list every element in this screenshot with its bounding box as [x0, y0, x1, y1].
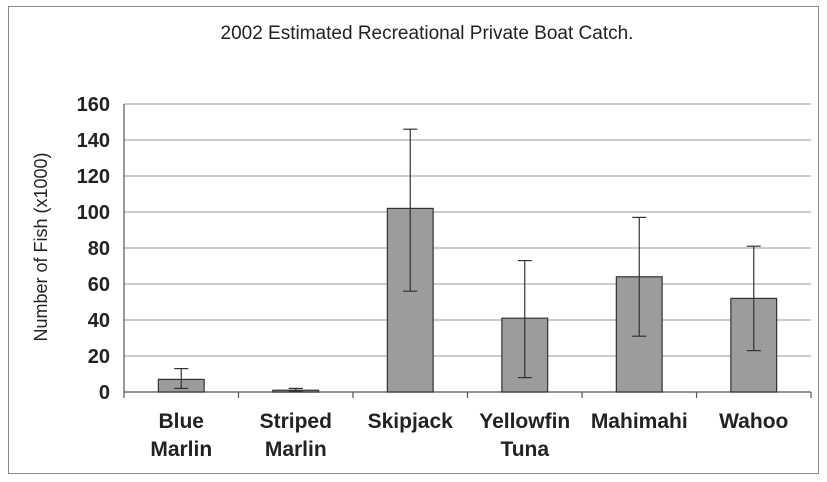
- y-tick-label: 160: [77, 94, 110, 116]
- x-tick-label: Marlin: [150, 438, 212, 461]
- y-tick-label: 120: [77, 166, 110, 188]
- y-axis-label: Number of Fish (x1000): [31, 152, 51, 341]
- x-tick-label: Blue: [158, 410, 204, 433]
- x-tick-label: Mahimahi: [591, 410, 688, 433]
- chart-title: 2002 Estimated Recreational Private Boat…: [221, 23, 634, 44]
- y-tick-label: 0: [99, 382, 110, 404]
- x-tick-label: Marlin: [265, 438, 327, 461]
- error-bar: [632, 216, 647, 337]
- error-bar: [288, 387, 303, 392]
- x-tick-label: Wahoo: [719, 410, 788, 433]
- y-tick-label: 40: [88, 310, 110, 332]
- y-tick-label: 60: [88, 274, 110, 296]
- error-bar: [174, 368, 189, 389]
- chart-canvas: 2002 Estimated Recreational Private Boat…: [31, 23, 812, 461]
- y-tick-label: 20: [88, 346, 110, 368]
- x-tick-label: Tuna: [500, 438, 549, 461]
- x-tick-label: Skipjack: [368, 410, 454, 433]
- chart-frame: 2002 Estimated Recreational Private Boat…: [8, 6, 819, 474]
- y-tick-label: 100: [77, 202, 110, 224]
- x-tick-label: Striped: [260, 410, 332, 433]
- gridlines: [123, 103, 812, 398]
- error-bar: [517, 260, 532, 379]
- y-tick-label: 140: [77, 130, 110, 152]
- x-tick-label: Yellowfin: [479, 410, 570, 433]
- y-tick-label: 80: [88, 238, 110, 260]
- bars: [157, 207, 778, 393]
- x-tick-labels: Blue Marlin Striped Marlin Skipjack Yellowfin…: [150, 410, 788, 461]
- y-tick-labels: 0 20 40 60 80 100 120 140 160: [77, 94, 110, 404]
- error-bars: [174, 128, 761, 392]
- error-bar: [746, 245, 761, 352]
- error-bar: [403, 128, 418, 292]
